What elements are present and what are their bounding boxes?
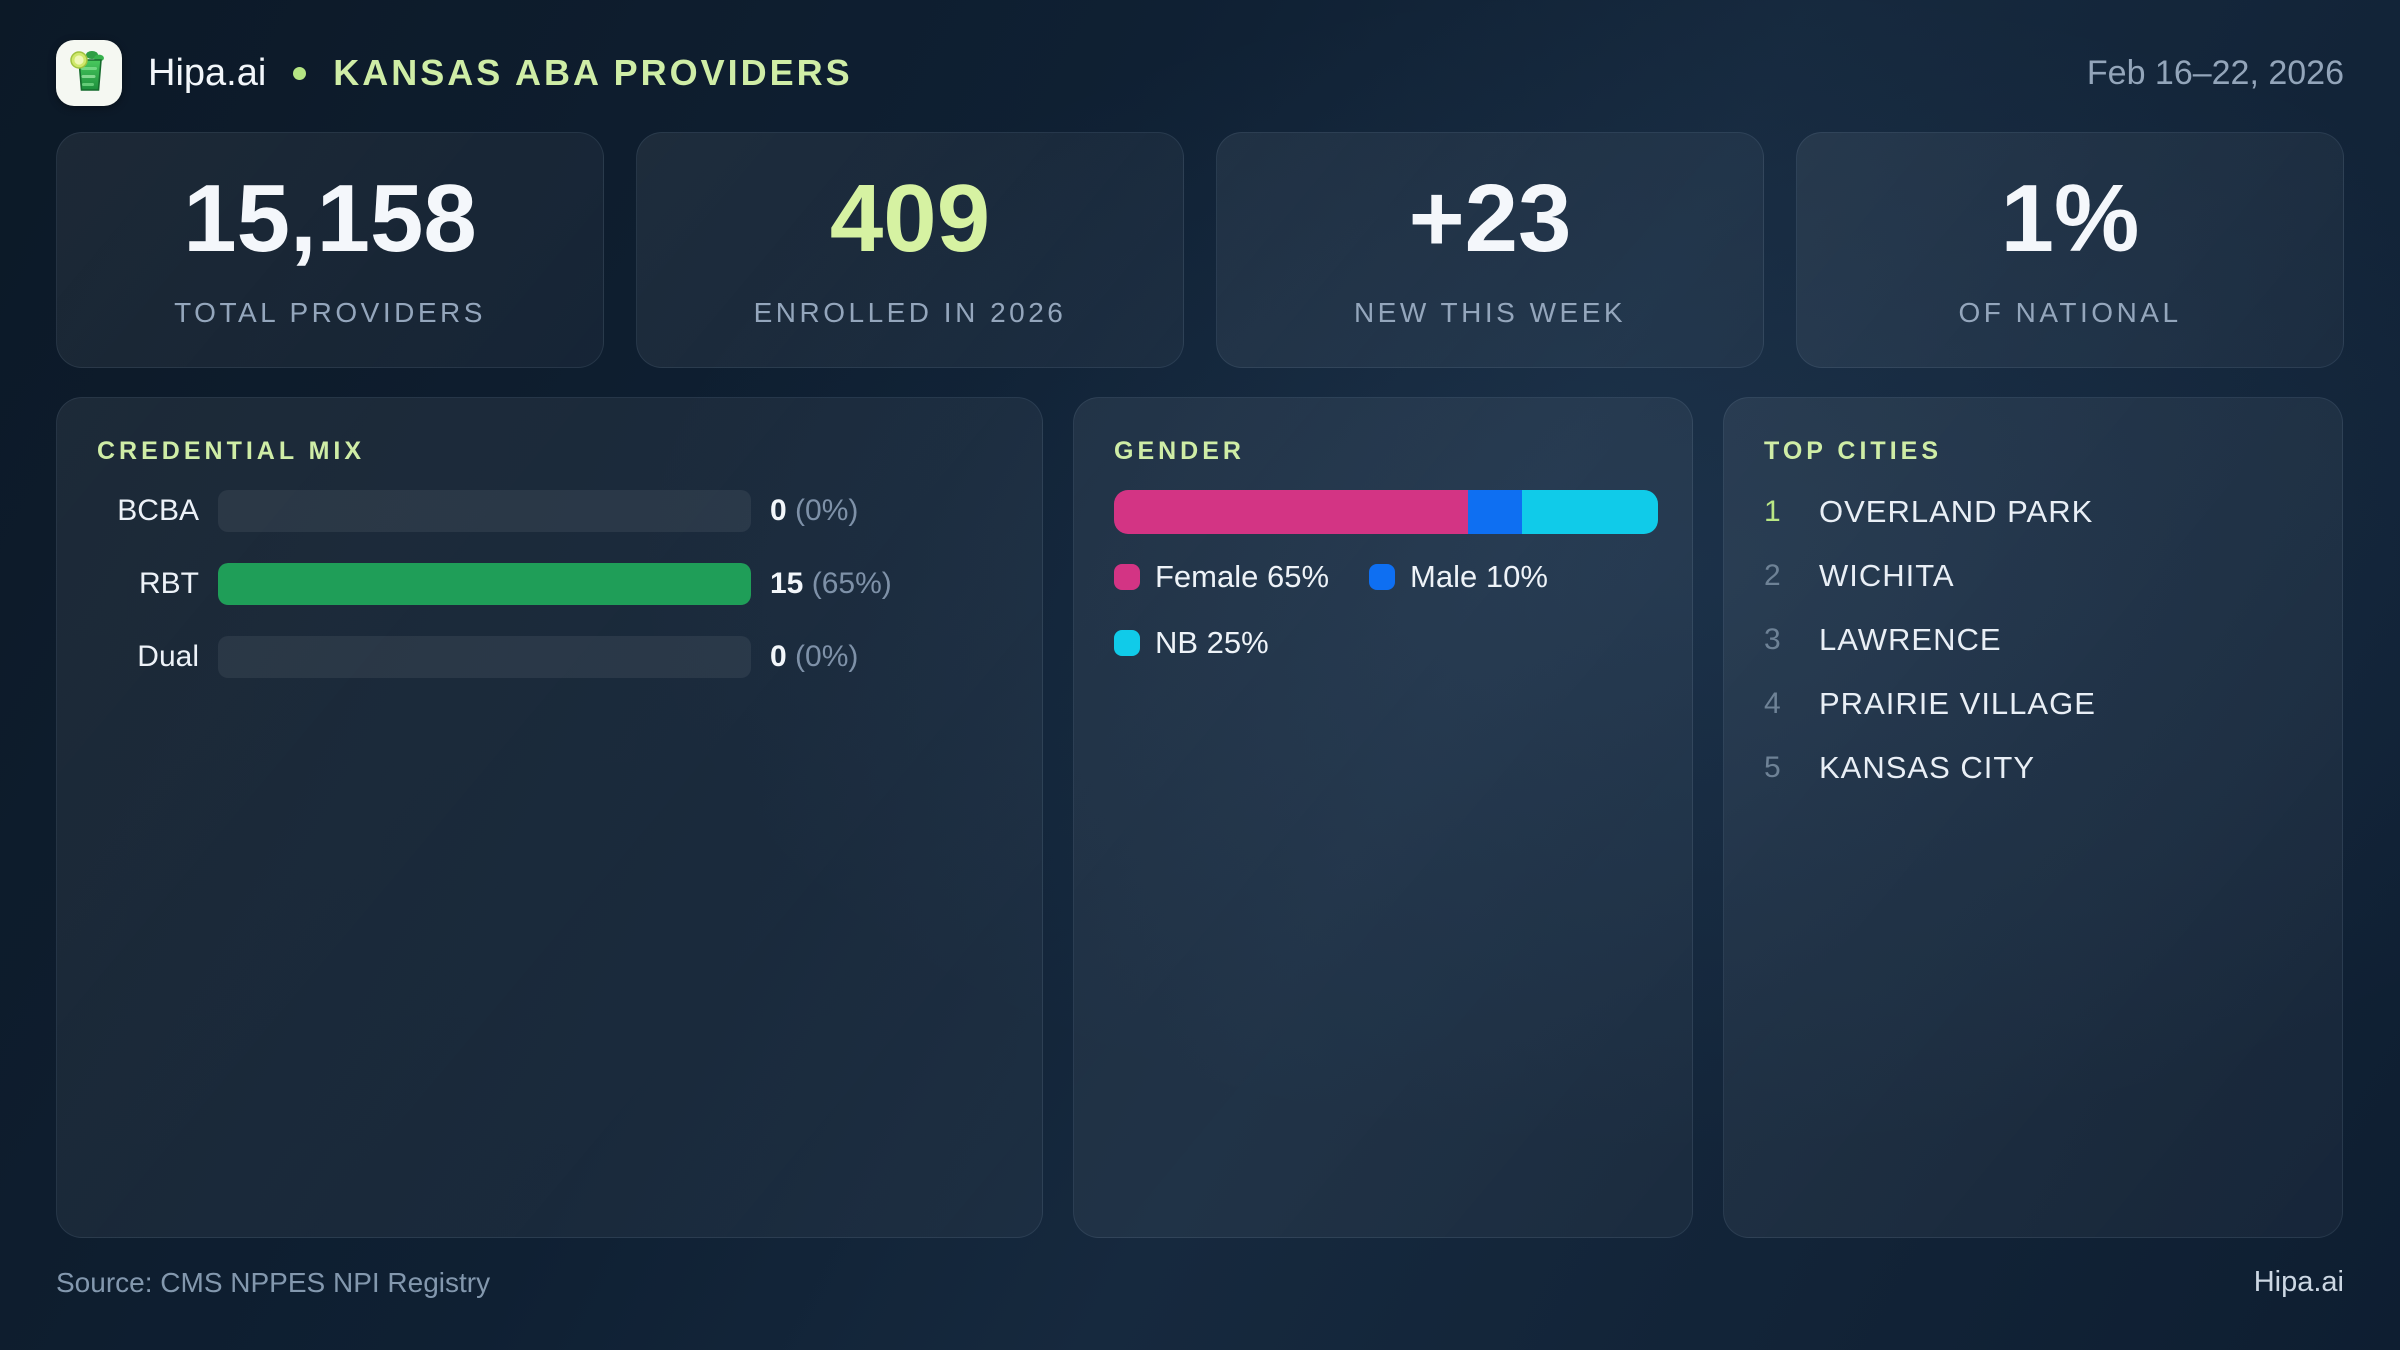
kpi-value: +23 <box>1408 165 1572 272</box>
legend-label: NB 25% <box>1155 625 1269 660</box>
top-cities-panel: TOP CITIES 1 OVERLAND PARK 2 WICHITA 3 L… <box>1723 397 2343 1238</box>
kpi-value: 1% <box>2000 165 2140 272</box>
credential-count: 0 <box>770 494 787 527</box>
credential-label: BCBA <box>117 494 199 527</box>
city-name: WICHITA <box>1819 558 1955 593</box>
separator-dot-icon <box>293 66 307 80</box>
list-item: 3 LAWRENCE <box>1764 618 2302 662</box>
kpi-card-of-national: 1% OF NATIONAL <box>1796 132 2344 368</box>
credential-mix-panel: CREDENTIAL MIX BCBA 0 (0%) RBT 15 (65%) <box>56 397 1043 1238</box>
date-range: Feb 16–22, 2026 <box>2086 53 2344 92</box>
footer-brand: Hipa.ai <box>2253 1266 2344 1298</box>
legend-label: Male 10% <box>1410 559 1548 594</box>
city-name: LAWRENCE <box>1819 622 2002 657</box>
credential-percent: (65%) <box>811 567 892 600</box>
gender-legend-row-2: NB 25% <box>1114 625 1652 661</box>
male-swatch-icon <box>1369 564 1396 590</box>
legend-item-male: Male 10% <box>1369 559 1548 595</box>
credential-value: 15 (65%) <box>770 567 892 601</box>
legend-item-nb: NB 25% <box>1114 625 1269 661</box>
kpi-value: 15,158 <box>183 165 477 272</box>
credential-count: 0 <box>770 640 787 673</box>
city-name: PRAIRIE VILLAGE <box>1819 686 2096 721</box>
nb-swatch-icon <box>1114 630 1140 656</box>
panel-title: CREDENTIAL MIX <box>97 437 366 465</box>
header: Hipa.ai KANSAS ABA PROVIDERS Feb 16–22, … <box>56 40 2344 106</box>
city-rank: 5 <box>1764 751 1781 784</box>
panels-row: CREDENTIAL MIX BCBA 0 (0%) RBT 15 (65%) <box>56 397 2344 1238</box>
legend-item-female: Female 65% <box>1114 559 1329 595</box>
credential-bar-chart: BCBA 0 (0%) RBT 15 (65%) Dual <box>97 489 1002 679</box>
gender-segment-male <box>1467 490 1522 534</box>
credential-label: RBT <box>139 567 199 600</box>
kpi-card-enrolled: 409 ENROLLED IN 2026 <box>636 132 1184 368</box>
female-swatch-icon <box>1114 564 1140 590</box>
kpi-card-new-this-week: +23 NEW THIS WEEK <box>1216 132 1764 368</box>
kpi-row: 15,158 TOTAL PROVIDERS 409 ENROLLED IN 2… <box>56 132 2344 368</box>
city-name: KANSAS CITY <box>1819 750 2035 785</box>
panel-title: GENDER <box>1114 437 1245 465</box>
credential-row-bcba: BCBA 0 (0%) <box>97 489 1002 533</box>
top-cities-list: 1 OVERLAND PARK 2 WICHITA 3 LAWRENCE 4 P… <box>1764 490 2302 790</box>
credential-bar-track <box>218 636 751 678</box>
city-rank: 4 <box>1764 687 1781 720</box>
gender-panel: GENDER Female 65% Male 10% NB <box>1073 397 1693 1238</box>
kpi-label: TOTAL PROVIDERS <box>174 297 486 328</box>
legend-label: Female 65% <box>1155 559 1330 594</box>
credential-label: Dual <box>137 640 199 673</box>
credential-bar-track <box>218 563 751 605</box>
credential-bar-fill <box>218 563 751 605</box>
gender-stacked-bar <box>1114 490 1658 534</box>
list-item: 2 WICHITA <box>1764 554 2302 598</box>
credential-row-dual: Dual 0 (0%) <box>97 635 1002 679</box>
city-rank: 1 <box>1764 495 1781 528</box>
list-item: 4 PRAIRIE VILLAGE <box>1764 682 2302 726</box>
gender-segment-nb <box>1521 490 1658 534</box>
city-rank: 2 <box>1764 559 1781 592</box>
credential-value: 0 (0%) <box>770 494 858 528</box>
credential-percent: (0%) <box>795 640 859 673</box>
city-name: OVERLAND PARK <box>1819 494 2094 529</box>
mojito-glass-icon <box>65 47 113 100</box>
data-source: Source: CMS NPPES NPI Registry <box>56 1266 491 1298</box>
kpi-label: OF NATIONAL <box>1958 297 2182 328</box>
kpi-card-total-providers: 15,158 TOTAL PROVIDERS <box>56 132 604 368</box>
brand-name: Hipa.ai <box>148 51 267 94</box>
credential-percent: (0%) <box>795 494 859 527</box>
app-logo <box>56 40 122 106</box>
footer: Source: CMS NPPES NPI Registry Hipa.ai <box>56 1266 2344 1299</box>
list-item: 1 OVERLAND PARK <box>1764 490 2302 534</box>
credential-row-rbt: RBT 15 (65%) <box>97 562 1002 606</box>
gender-legend-row-1: Female 65% Male 10% <box>1114 559 1652 595</box>
kpi-value: 409 <box>829 165 991 272</box>
city-rank: 3 <box>1764 623 1781 656</box>
credential-bar-track <box>218 490 751 532</box>
credential-count: 15 <box>770 567 804 600</box>
kpi-label: NEW THIS WEEK <box>1353 297 1627 328</box>
gender-segment-female <box>1114 490 1468 534</box>
kpi-label: ENROLLED IN 2026 <box>753 297 1067 328</box>
credential-value: 0 (0%) <box>770 640 858 674</box>
page-title: KANSAS ABA PROVIDERS <box>333 52 853 93</box>
list-item: 5 KANSAS CITY <box>1764 746 2302 790</box>
panel-title: TOP CITIES <box>1764 437 1943 465</box>
